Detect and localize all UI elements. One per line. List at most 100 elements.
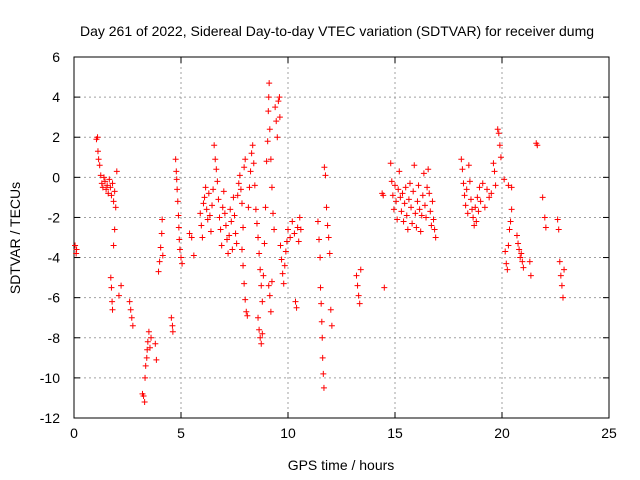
- data-point: [470, 214, 477, 221]
- data-point: [473, 218, 480, 225]
- data-point: [392, 182, 398, 189]
- data-point: [520, 264, 527, 271]
- data-point: [432, 234, 439, 241]
- data-point: [258, 340, 265, 347]
- y-tick-label: -6: [48, 290, 61, 306]
- data-point: [295, 238, 302, 245]
- data-point: [469, 206, 476, 213]
- data-point: [224, 236, 231, 243]
- data-point: [199, 234, 206, 241]
- data-point: [129, 322, 136, 329]
- data-point: [174, 198, 181, 205]
- data-point: [126, 298, 133, 305]
- data-point: [265, 94, 272, 101]
- data-point: [461, 192, 468, 199]
- data-point: [146, 344, 153, 351]
- data-point: [97, 172, 104, 179]
- data-point: [200, 200, 207, 207]
- data-point: [467, 196, 474, 203]
- data-point: [255, 234, 262, 241]
- data-point: [527, 272, 534, 279]
- data-point: [502, 248, 509, 255]
- data-point: [115, 292, 122, 299]
- data-point: [554, 216, 561, 223]
- data-point: [233, 240, 240, 247]
- data-point: [280, 280, 287, 287]
- data-point: [328, 322, 335, 329]
- data-point: [262, 204, 269, 211]
- data-point: [204, 216, 211, 223]
- grid-lines: [74, 57, 609, 418]
- data-point: [397, 194, 404, 201]
- data-point: [492, 182, 499, 189]
- data-point: [519, 258, 526, 265]
- data-point: [277, 242, 284, 249]
- data-point: [216, 214, 223, 221]
- data-point: [128, 314, 135, 321]
- data-point: [108, 192, 115, 199]
- chart-title: Day 261 of 2022, Sidereal Day-to-day VTE…: [80, 23, 594, 39]
- data-point: [402, 184, 409, 191]
- data-point: [176, 236, 183, 243]
- data-point: [266, 292, 273, 299]
- data-point: [526, 258, 533, 265]
- data-point: [274, 134, 281, 141]
- data-point: [94, 148, 101, 155]
- data-point: [466, 178, 473, 185]
- data-point: [326, 250, 333, 257]
- data-point: [259, 330, 266, 337]
- data-point: [142, 374, 149, 381]
- data-point: [240, 224, 247, 231]
- data-point: [400, 218, 407, 225]
- data-point: [235, 180, 242, 187]
- data-point: [387, 160, 394, 167]
- data-point: [238, 246, 245, 253]
- data-point: [282, 248, 289, 255]
- data-point: [175, 212, 182, 219]
- data-point: [534, 142, 541, 149]
- data-point: [463, 186, 470, 193]
- data-point: [323, 204, 330, 211]
- data-point: [110, 242, 117, 249]
- data-point: [318, 300, 325, 307]
- data-point: [357, 266, 364, 273]
- data-point: [249, 142, 256, 149]
- data-point: [168, 314, 175, 321]
- data-point: [250, 160, 257, 167]
- data-point: [496, 142, 503, 149]
- data-point: [420, 170, 427, 177]
- data-point: [321, 164, 328, 171]
- x-tick-label: 0: [70, 425, 78, 441]
- y-tick-label: -4: [48, 250, 61, 266]
- data-point: [213, 166, 220, 173]
- data-point: [159, 252, 166, 259]
- data-point: [206, 212, 213, 219]
- x-axis-label: GPS time / hours: [288, 457, 395, 473]
- data-point: [268, 184, 275, 191]
- data-point: [158, 230, 165, 237]
- data-point: [401, 200, 408, 207]
- data-point: [278, 256, 285, 263]
- x-tick-label: 25: [601, 425, 617, 441]
- data-point: [264, 138, 271, 145]
- data-point: [413, 224, 420, 231]
- data-point: [242, 296, 249, 303]
- data-point: [503, 260, 510, 267]
- data-point: [268, 278, 275, 285]
- data-point: [109, 298, 116, 305]
- data-point: [320, 384, 327, 391]
- data-point: [320, 370, 327, 377]
- y-tick-label: 2: [52, 129, 60, 145]
- y-tick-label: -12: [40, 410, 60, 426]
- data-point: [265, 282, 272, 289]
- data-point: [292, 298, 299, 305]
- data-point: [431, 226, 438, 233]
- data-point: [508, 184, 515, 191]
- data-point: [421, 202, 428, 209]
- data-point: [222, 222, 229, 229]
- data-point: [176, 246, 183, 253]
- data-point: [518, 250, 525, 257]
- data-point: [275, 98, 282, 105]
- data-point: [259, 298, 266, 305]
- data-point: [103, 186, 110, 193]
